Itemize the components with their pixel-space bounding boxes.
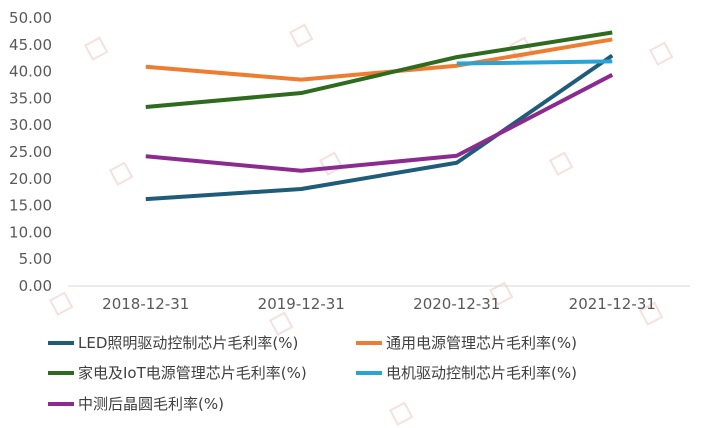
- legend-label-0: LED照明驱动控制芯片毛利率(%): [78, 334, 298, 352]
- watermark-logo: [389, 401, 414, 426]
- x-axis: 2018-12-31 2019-12-31 2020-12-31 2021-12-31: [102, 295, 656, 313]
- y-tick-label: 35.00: [9, 89, 52, 107]
- legend-label-3: 电机驱动控制芯片毛利率(%): [386, 364, 577, 382]
- y-tick-label: 15.00: [9, 197, 52, 215]
- watermark-layer: [49, 23, 674, 426]
- watermark-logo: [289, 23, 314, 48]
- watermark-logo: [639, 301, 664, 326]
- legend-label-1: 通用电源管理芯片毛利率(%): [386, 334, 577, 352]
- x-tick-label: 2018-12-31: [102, 295, 189, 313]
- series-line-4: [145, 73, 614, 173]
- watermark-logo: [489, 281, 514, 306]
- plot-area: [145, 30, 614, 202]
- watermark-logo: [649, 41, 674, 66]
- watermark-logo: [549, 151, 574, 176]
- x-tick-label: 2019-12-31: [258, 295, 345, 313]
- y-tick-label: 30.00: [9, 116, 52, 134]
- watermark-logo: [319, 151, 344, 176]
- series-line-3: [456, 59, 613, 66]
- y-tick-label: 5.00: [19, 250, 52, 268]
- legend-label-2: 家电及IoT电源管理芯片毛利率(%): [78, 364, 307, 382]
- y-axis: 0.00 5.00 10.00 15.00 20.00 25.00 30.00 35.00 40…: [9, 9, 52, 295]
- y-tick-label: 20.00: [9, 170, 52, 188]
- y-tick-label: 0.00: [19, 277, 52, 295]
- series-line-1: [145, 37, 613, 82]
- y-tick-label: 45.00: [9, 36, 52, 54]
- watermark-logo: [109, 161, 134, 186]
- y-tick-label: 25.00: [9, 143, 52, 161]
- y-tick-label: 10.00: [9, 223, 52, 241]
- x-tick-label: 2020-12-31: [413, 295, 500, 313]
- series-line-2: [145, 30, 613, 109]
- watermark-logo: [49, 291, 74, 316]
- watermark-logo: [269, 311, 294, 336]
- legend-label-4: 中测后晶圆毛利率(%): [78, 395, 224, 413]
- watermark-logo: [84, 36, 109, 61]
- x-tick-label: 2021-12-31: [569, 295, 656, 313]
- y-tick-label: 50.00: [9, 9, 52, 27]
- y-tick-label: 40.00: [9, 63, 52, 81]
- series-line-0: [145, 53, 614, 202]
- legend: LED照明驱动控制芯片毛利率(%) 通用电源管理芯片毛利率(%) 家电及IoT电源管…: [48, 334, 577, 413]
